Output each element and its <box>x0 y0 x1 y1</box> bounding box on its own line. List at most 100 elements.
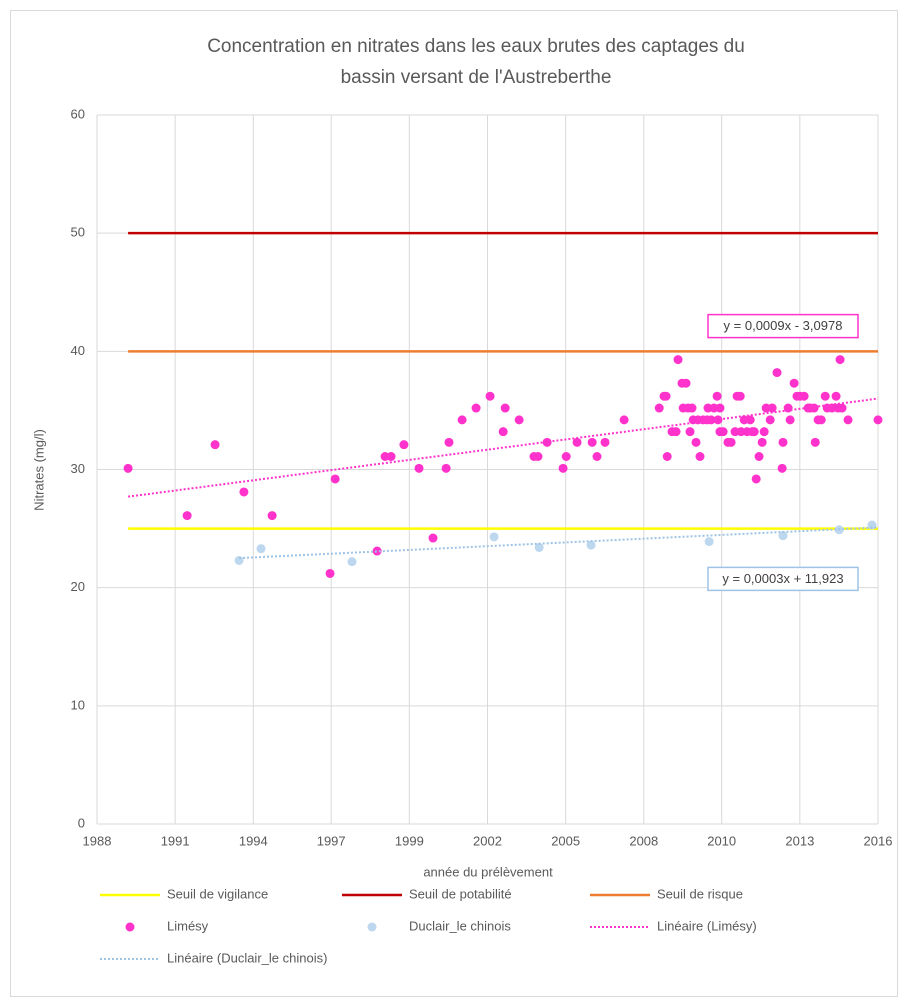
data-point <box>799 391 809 401</box>
data-point <box>619 415 629 425</box>
data-point <box>500 403 510 413</box>
data-point <box>471 403 481 413</box>
legend-label: Duclair_le chinois <box>409 918 511 933</box>
x-tick-label: 1991 <box>161 833 190 848</box>
data-point <box>810 437 820 447</box>
data-point <box>718 427 728 437</box>
data-point <box>444 437 454 447</box>
data-point <box>267 511 277 521</box>
data-point <box>735 391 745 401</box>
y-tick-label: 50 <box>71 225 85 240</box>
data-point <box>713 415 723 425</box>
x-tick-label: 1994 <box>239 833 268 848</box>
chart-title: bassin versant de l'Austreberthe <box>341 67 612 88</box>
data-point <box>587 437 597 447</box>
data-point <box>687 403 697 413</box>
data-point <box>820 391 830 401</box>
x-tick-label: 2016 <box>864 833 893 848</box>
data-point <box>691 437 701 447</box>
data-point <box>712 391 722 401</box>
y-tick-label: 10 <box>71 697 85 712</box>
legend-marker <box>367 922 377 932</box>
legend-label: Seuil de vigilance <box>167 886 268 901</box>
data-point <box>837 403 847 413</box>
y-axis-label: Nitrates (mg/l) <box>31 429 46 511</box>
data-point <box>789 378 799 388</box>
data-point <box>816 415 826 425</box>
equation-label: y = 0,0009x - 3,0978 <box>724 318 843 333</box>
data-point <box>778 531 788 541</box>
trend-line <box>239 526 879 560</box>
data-point <box>783 403 793 413</box>
data-point <box>386 452 396 462</box>
data-point <box>428 533 438 543</box>
data-point <box>414 463 424 473</box>
x-tick-label: 2005 <box>551 833 580 848</box>
data-point <box>654 403 664 413</box>
x-tick-label: 2013 <box>785 833 814 848</box>
data-point <box>745 415 755 425</box>
data-point <box>441 463 451 473</box>
data-point <box>835 355 845 365</box>
data-point <box>704 537 714 547</box>
data-point <box>561 452 571 462</box>
legend-marker <box>125 922 135 932</box>
data-point <box>685 427 695 437</box>
data-point <box>533 452 543 462</box>
data-point <box>765 415 775 425</box>
equation-box <box>707 313 859 339</box>
data-point <box>592 452 602 462</box>
chart-border <box>10 10 898 997</box>
data-point <box>372 546 382 556</box>
y-tick-label: 20 <box>71 579 85 594</box>
chart-title: Concentration en nitrates dans les eaux … <box>207 36 745 57</box>
legend-label: Seuil de risque <box>657 886 743 901</box>
data-point <box>347 557 357 567</box>
x-tick-label: 1988 <box>83 833 112 848</box>
y-tick-label: 30 <box>71 461 85 476</box>
data-point <box>671 427 681 437</box>
data-point <box>873 415 883 425</box>
data-point <box>681 378 691 388</box>
data-point <box>843 415 853 425</box>
data-point <box>572 437 582 447</box>
data-point <box>558 463 568 473</box>
data-point <box>777 463 787 473</box>
data-point <box>498 427 508 437</box>
legend-label: Linéaire (Duclair_le chinois) <box>167 950 327 965</box>
x-tick-label: 2010 <box>707 833 736 848</box>
data-point <box>586 540 596 550</box>
data-point <box>695 452 705 462</box>
data-point <box>751 474 761 484</box>
data-point <box>399 440 409 450</box>
data-point <box>715 403 725 413</box>
data-point <box>239 487 249 497</box>
x-axis-label: année du prélèvement <box>423 864 553 879</box>
data-point <box>514 415 524 425</box>
y-tick-label: 0 <box>78 815 85 830</box>
data-point <box>256 544 266 554</box>
legend-label: Limésy <box>167 918 209 933</box>
data-point <box>542 437 552 447</box>
data-point <box>809 403 819 413</box>
x-tick-label: 1997 <box>317 833 346 848</box>
y-tick-label: 60 <box>71 106 85 121</box>
data-point <box>749 427 759 437</box>
x-tick-label: 1999 <box>395 833 424 848</box>
equation-label: y = 0,0003x + 11,923 <box>722 571 843 586</box>
data-point <box>867 520 877 530</box>
data-point <box>767 403 777 413</box>
data-point <box>485 391 495 401</box>
data-point <box>673 355 683 365</box>
data-point <box>661 391 671 401</box>
data-point <box>785 415 795 425</box>
data-point <box>123 463 133 473</box>
equation-box <box>707 566 859 592</box>
data-point <box>726 437 736 447</box>
data-point <box>662 452 672 462</box>
data-point <box>600 437 610 447</box>
data-point <box>210 440 220 450</box>
data-point <box>831 391 841 401</box>
data-point <box>182 511 192 521</box>
